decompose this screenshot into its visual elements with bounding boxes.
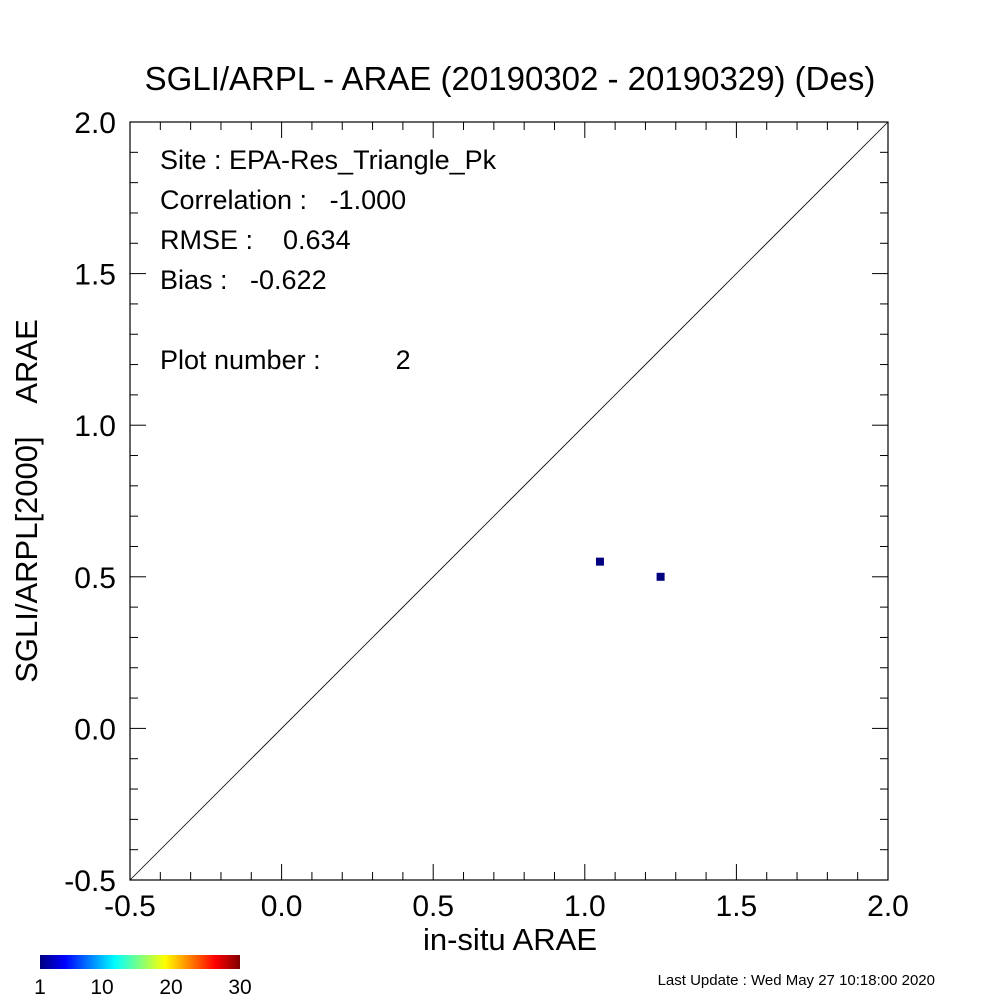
data-point [595, 557, 604, 566]
y-tick-label: 1.0 [74, 410, 116, 443]
one-to-one-line [129, 121, 889, 881]
stat-correlation: Correlation : -1.000 [160, 185, 406, 215]
data-points [595, 557, 665, 581]
y-tick-label: -0.5 [64, 865, 116, 898]
y-tick-label: 2.0 [74, 107, 116, 140]
axis-ticks [129, 121, 889, 881]
x-tick-label: 1.5 [716, 890, 758, 923]
stat-site: Site : EPA-Res_Triangle_Pk [160, 145, 497, 175]
stat-bias: Bias : -0.622 [160, 265, 327, 295]
colorbar-tick-label: 1 [34, 976, 46, 999]
x-tick-label: 1.0 [564, 890, 606, 923]
y-tick-label: 1.5 [74, 259, 116, 292]
x-tick-label: 0.5 [412, 890, 454, 923]
data-point [656, 572, 665, 581]
last-update: Last Update : Wed May 27 10:18:00 2020 [658, 972, 935, 989]
colorbar-tick-label: 30 [228, 976, 251, 999]
colorbar-tick-label: 10 [90, 976, 113, 999]
y-tick-label: 0.0 [74, 713, 116, 746]
y-tick-label: 0.5 [74, 562, 116, 595]
y-tick-labels: -0.5 0.0 0.5 1.0 1.5 2.0 [64, 107, 116, 898]
stats-box: Site : EPA-Res_Triangle_Pk Correlation :… [160, 145, 497, 375]
colorbar-tick-label: 20 [159, 976, 182, 999]
stat-rmse: RMSE : 0.634 [160, 225, 351, 255]
chart-title: SGLI/ARPL - ARAE (20190302 - 20190329) (… [145, 60, 876, 97]
x-tick-label: 2.0 [867, 890, 909, 923]
colorbar-tick-labels: 1 10 20 30 [34, 976, 252, 999]
stat-plot-number: Plot number : 2 [160, 345, 411, 375]
x-tick-label: 0.0 [261, 890, 303, 923]
colorbar-gradient [40, 955, 240, 969]
plot-frame [129, 121, 889, 881]
x-tick-label: -0.5 [104, 890, 156, 923]
x-tick-labels: -0.5 0.0 0.5 1.0 1.5 2.0 [104, 890, 909, 923]
colorbar: 1 10 20 30 [34, 955, 252, 999]
x-axis-label: in-situ ARAE [423, 922, 597, 957]
y-axis-label: SGLI/ARPL[2000] ARAE [9, 319, 44, 683]
